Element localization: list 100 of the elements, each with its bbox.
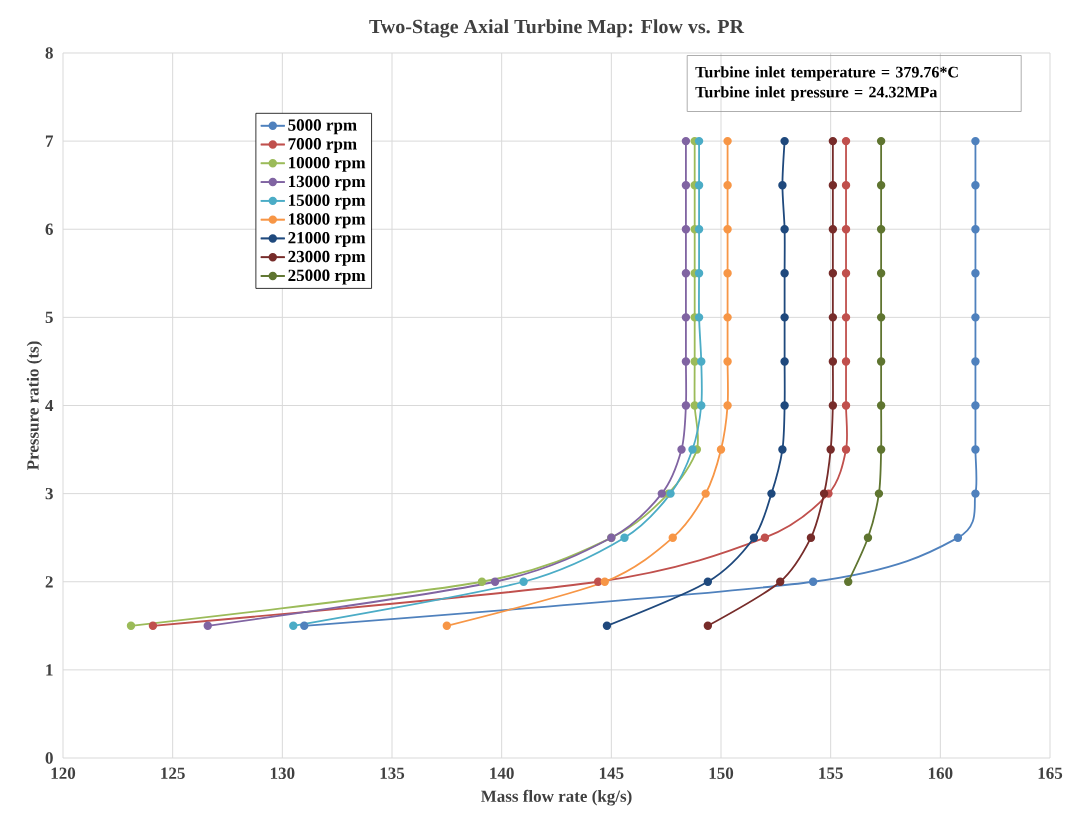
point bbox=[148, 621, 158, 631]
point bbox=[780, 357, 789, 366]
point bbox=[876, 313, 886, 322]
point bbox=[841, 269, 851, 278]
point bbox=[602, 621, 612, 631]
x-tick-label: 120 bbox=[51, 767, 76, 779]
point bbox=[971, 269, 980, 278]
point bbox=[657, 489, 666, 498]
x-tick-label: 150 bbox=[709, 767, 734, 779]
point bbox=[876, 401, 886, 410]
point bbox=[620, 533, 629, 542]
point bbox=[723, 180, 732, 190]
y-tick-label: 2 bbox=[45, 576, 53, 588]
point bbox=[681, 180, 691, 190]
point bbox=[876, 269, 886, 278]
point bbox=[749, 533, 759, 542]
point bbox=[681, 313, 691, 322]
legend-label: 21000 rpm bbox=[288, 232, 366, 247]
x-axis-title: Mass flow rate (kg/s) bbox=[481, 789, 632, 806]
x-tick-label: 130 bbox=[270, 767, 295, 779]
point bbox=[694, 225, 704, 234]
point bbox=[760, 533, 770, 542]
point bbox=[841, 225, 851, 234]
point bbox=[863, 533, 873, 542]
point bbox=[767, 489, 776, 498]
x-tick-label: 165 bbox=[1038, 767, 1063, 779]
chart-title: Two-Stage Axial Turbine Map: Flow vs. PR bbox=[369, 19, 745, 38]
y-tick-label: 5 bbox=[45, 311, 53, 324]
point bbox=[844, 577, 853, 586]
point bbox=[953, 533, 963, 542]
y-tick-label: 7 bbox=[45, 135, 54, 147]
point bbox=[828, 180, 838, 190]
y-axis-title: Pressure ratio (ts) bbox=[26, 341, 43, 471]
point bbox=[778, 445, 787, 454]
y-tick-label: 8 bbox=[45, 47, 53, 59]
legend-label: 5000 rpm bbox=[288, 119, 357, 135]
point bbox=[703, 621, 713, 631]
point bbox=[780, 269, 789, 278]
point bbox=[971, 313, 980, 322]
point bbox=[694, 136, 704, 146]
legend-label: 10000 rpm bbox=[289, 156, 366, 172]
point bbox=[477, 577, 487, 586]
point bbox=[300, 621, 309, 631]
point bbox=[126, 621, 136, 631]
point bbox=[780, 136, 789, 146]
legend-label: 25000 rpm bbox=[288, 269, 366, 285]
point bbox=[677, 445, 686, 454]
point bbox=[694, 180, 704, 190]
point bbox=[876, 180, 886, 190]
point bbox=[828, 357, 838, 366]
point bbox=[806, 533, 816, 542]
point bbox=[490, 577, 500, 586]
point bbox=[841, 136, 851, 146]
point bbox=[780, 313, 789, 322]
point bbox=[703, 577, 713, 586]
point bbox=[841, 313, 851, 322]
x-tick-label: 145 bbox=[599, 767, 624, 779]
point bbox=[778, 180, 787, 190]
x-tick-label: 135 bbox=[380, 767, 405, 779]
x-tick-label: 155 bbox=[819, 767, 843, 779]
legend-label: 7000 rpm bbox=[288, 138, 357, 154]
point bbox=[697, 401, 706, 410]
point bbox=[971, 180, 980, 190]
legend-label: 15000 rpm bbox=[289, 194, 366, 210]
point bbox=[681, 269, 691, 278]
point bbox=[828, 401, 838, 410]
point bbox=[593, 577, 603, 586]
point bbox=[694, 269, 704, 278]
point bbox=[841, 357, 851, 366]
x-tick-label: 160 bbox=[928, 767, 953, 779]
y-tick-label: 6 bbox=[45, 223, 53, 235]
point bbox=[841, 445, 851, 454]
point bbox=[876, 445, 886, 454]
annotation: Turbine inlet temperature = 379.76*C bbox=[695, 66, 958, 81]
x-tick-label: 140 bbox=[490, 767, 514, 779]
point bbox=[841, 401, 851, 410]
point bbox=[289, 621, 298, 631]
x-tick-label: 125 bbox=[161, 767, 185, 779]
point bbox=[519, 577, 528, 586]
point bbox=[442, 621, 452, 631]
point bbox=[971, 445, 980, 454]
point bbox=[723, 225, 732, 234]
point bbox=[701, 489, 710, 498]
point bbox=[600, 577, 609, 586]
point bbox=[971, 401, 980, 410]
point bbox=[826, 445, 835, 454]
y-tick-label: 3 bbox=[45, 487, 53, 500]
point bbox=[690, 401, 699, 410]
point bbox=[203, 621, 212, 631]
point bbox=[971, 357, 980, 366]
annotation: Turbine inlet pressure = 24.32MPa bbox=[695, 86, 938, 101]
point bbox=[716, 445, 726, 454]
point bbox=[681, 225, 691, 234]
point bbox=[776, 577, 785, 586]
point bbox=[723, 313, 732, 322]
point bbox=[780, 401, 789, 410]
point bbox=[723, 136, 732, 146]
point bbox=[694, 313, 704, 322]
point bbox=[971, 489, 980, 498]
point bbox=[668, 533, 677, 542]
